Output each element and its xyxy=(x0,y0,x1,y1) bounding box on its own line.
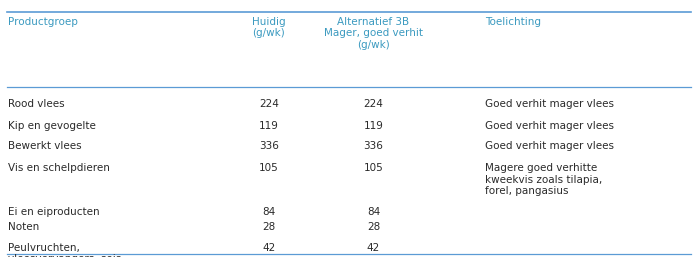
Text: Ei en eiproducten: Ei en eiproducten xyxy=(8,207,100,217)
Text: 119: 119 xyxy=(259,121,279,131)
Text: 105: 105 xyxy=(364,163,383,173)
Text: 336: 336 xyxy=(259,141,279,151)
Text: Kip en gevogelte: Kip en gevogelte xyxy=(8,121,96,131)
Text: Alternatief 3B
Mager, goed verhit
(g/wk): Alternatief 3B Mager, goed verhit (g/wk) xyxy=(324,17,423,50)
Text: Bewerkt vlees: Bewerkt vlees xyxy=(8,141,82,151)
Text: Goed verhit mager vlees: Goed verhit mager vlees xyxy=(485,141,614,151)
Text: Goed verhit mager vlees: Goed verhit mager vlees xyxy=(485,99,614,109)
Text: Productgroep: Productgroep xyxy=(8,17,78,27)
Text: 28: 28 xyxy=(262,222,275,232)
Text: 84: 84 xyxy=(262,207,275,217)
Text: 42: 42 xyxy=(367,243,380,253)
Text: Vis en schelpdieren: Vis en schelpdieren xyxy=(8,163,110,173)
Text: Huidig
(g/wk): Huidig (g/wk) xyxy=(252,17,285,38)
Text: 336: 336 xyxy=(364,141,383,151)
Text: 84: 84 xyxy=(367,207,380,217)
Text: Goed verhit mager vlees: Goed verhit mager vlees xyxy=(485,121,614,131)
Text: 119: 119 xyxy=(364,121,383,131)
Text: Magere goed verhitte
kweekvis zoals tilapia,
forel, pangasius: Magere goed verhitte kweekvis zoals tila… xyxy=(485,163,602,196)
Text: Noten: Noten xyxy=(8,222,40,232)
Text: 224: 224 xyxy=(364,99,383,109)
Text: 105: 105 xyxy=(259,163,279,173)
Text: Toelichting: Toelichting xyxy=(485,17,541,27)
Text: Peulvruchten,
vleesvervangers, soja: Peulvruchten, vleesvervangers, soja xyxy=(8,243,123,257)
Text: 42: 42 xyxy=(262,243,275,253)
Text: 224: 224 xyxy=(259,99,279,109)
Text: 28: 28 xyxy=(367,222,380,232)
Text: Rood vlees: Rood vlees xyxy=(8,99,65,109)
